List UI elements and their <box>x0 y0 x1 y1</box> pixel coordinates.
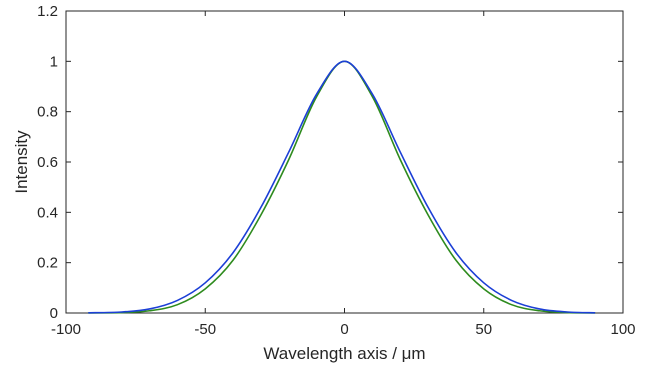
series-line-1 <box>88 60 596 314</box>
plot-frame <box>65 10 624 314</box>
x-tick-label: 50 <box>475 321 492 338</box>
y-tick-label: 0.4 <box>37 204 58 221</box>
y-tick-label: 0.6 <box>37 154 58 171</box>
x-tick-label: -100 <box>51 321 81 338</box>
x-tick-label: 100 <box>610 321 635 338</box>
x-axis-ticks: -100 -50 0 50 100 <box>51 11 636 338</box>
plot-box <box>65 10 624 314</box>
x-tick-label: -50 <box>194 321 216 338</box>
y-tick-label: 1.2 <box>37 3 58 20</box>
x-axis-label: Wavelength axis / μm <box>263 344 425 363</box>
y-axis-ticks: 0 0.2 0.4 0.6 0.8 1 1.2 <box>37 3 623 322</box>
y-tick-label: 0 <box>50 305 58 322</box>
y-tick-label: 1 <box>50 53 58 70</box>
x-tick-label: 0 <box>340 321 348 338</box>
series-line-2 <box>88 60 596 314</box>
y-tick-label: 0.2 <box>37 255 58 272</box>
y-axis-label: Intensity <box>12 130 31 194</box>
series-layer <box>88 60 596 314</box>
y-tick-label: 0.8 <box>37 104 58 121</box>
